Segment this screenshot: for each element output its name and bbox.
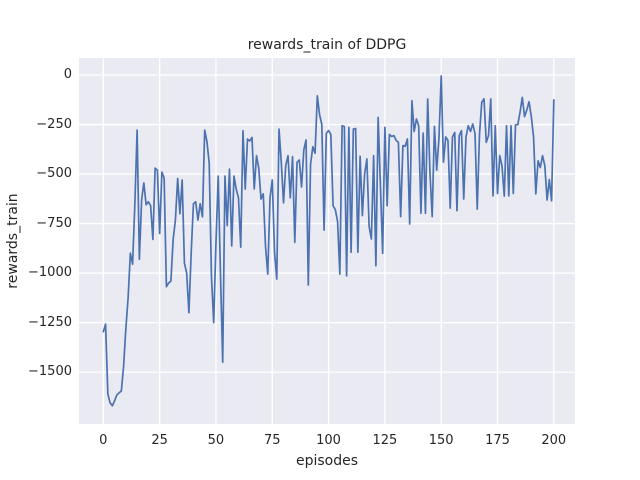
y-axis-label: rewards_train [5,193,21,289]
x-tick-label: 125 [372,433,398,448]
x-tick-label: 150 [428,433,454,448]
reward-line-chart [79,58,575,424]
y-tick-label: −1250 [28,314,72,330]
y-tick-label: −750 [36,215,72,231]
x-tick-label: 0 [99,433,108,448]
y-tick-label: −500 [36,166,72,182]
chart-title: rewards_train of DDPG [247,37,407,53]
plot-area [79,58,575,424]
y-tick-label: −1000 [28,265,72,281]
series-line-rewards_train [102,75,555,407]
x-tick-label: 50 [207,433,225,448]
x-tick-label: 100 [316,433,341,448]
y-tick-label: −1500 [28,364,72,380]
x-tick-label: 175 [485,433,510,448]
y-tick-label: 0 [63,67,72,83]
x-axis-label: episodes [295,453,359,469]
y-tick-label: −250 [36,116,72,132]
x-tick-label: 200 [541,433,567,448]
x-tick-label: 25 [151,433,168,448]
x-tick-label: 75 [263,433,281,448]
